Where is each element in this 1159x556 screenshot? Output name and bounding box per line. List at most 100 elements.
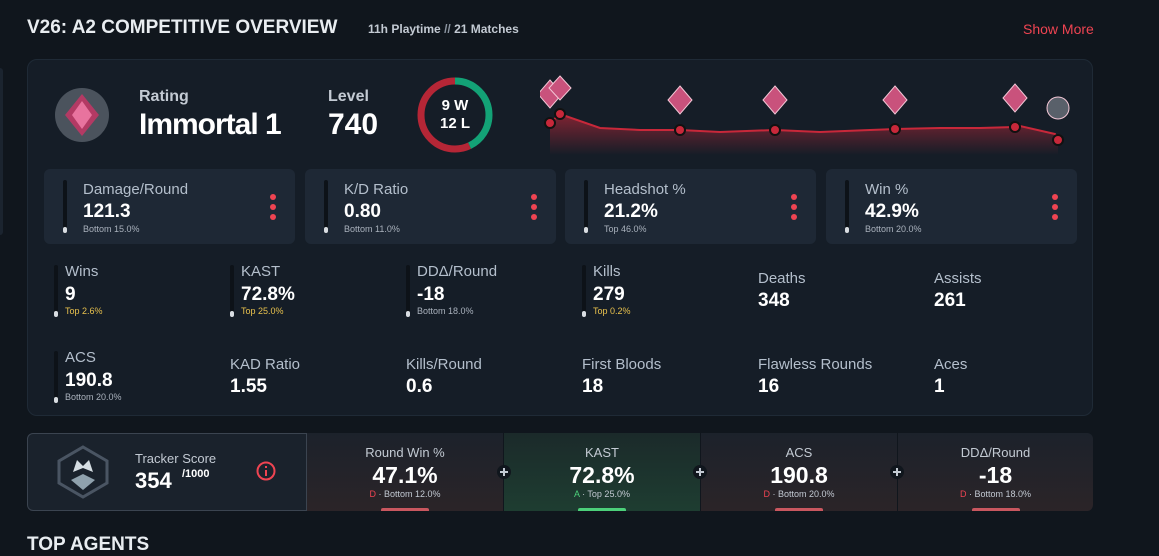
grade-bar [381, 508, 429, 511]
rating-rank: Immortal 1 [139, 108, 282, 141]
stat-value: -18 [417, 284, 445, 305]
summary-name: ACS [785, 445, 813, 460]
stat-name: ACS [65, 349, 96, 366]
info-icon[interactable] [256, 461, 276, 481]
stat-rank: Bottom 20.0% [65, 392, 122, 402]
rank: Bottom 20.0% [778, 489, 835, 499]
separator: · [968, 489, 972, 499]
summary-name: DDΔ/Round [960, 445, 1031, 460]
plus-icon [890, 465, 904, 479]
stat-name: KAD Ratio [230, 356, 301, 373]
stat-value: 42.9% [865, 201, 919, 222]
stat-rank: Bottom 11.0% [344, 224, 400, 234]
summary-name: KAST [585, 445, 619, 460]
summary-rank: D · Bottom 20.0% [701, 489, 897, 499]
grade-bar [972, 508, 1020, 511]
tracker-score: 354 [135, 468, 172, 493]
summary-value: -18 [978, 462, 1013, 488]
stat-value: 121.3 [83, 201, 131, 222]
losses-value: 12 [439, 115, 457, 132]
stat-name: Kills/Round [406, 356, 482, 373]
more-menu[interactable] [270, 194, 276, 220]
stat-rank: Top 25.0% [241, 306, 284, 316]
tracker-max: /1000 [182, 468, 210, 480]
plus-v [896, 468, 898, 476]
footer-title: TOP AGENTS [27, 534, 150, 555]
overview: V26: A2 COMPETITIVE OVERVIEW 11h Playtim… [0, 17, 1094, 555]
grade: D [763, 489, 770, 499]
level-value: 740 [328, 108, 379, 141]
grade-bar [775, 508, 823, 511]
page: V26: A2 COMPETITIVE OVERVIEW 11h Playtim… [0, 17, 1094, 555]
more-menu[interactable] [791, 194, 797, 220]
grade: D [369, 489, 376, 499]
percentile-track [324, 180, 328, 233]
summary-rank: A · Top 25.0% [504, 489, 700, 499]
percentile-fill [63, 227, 67, 233]
grade-bar [578, 508, 626, 511]
stat-rank: Top 2.6% [65, 306, 103, 316]
stat-value: 261 [934, 290, 966, 311]
win-loss-ring [417, 77, 493, 153]
wins: 9 W [415, 97, 495, 114]
percentile-fill [54, 397, 58, 403]
stat-rank: Bottom 20.0% [865, 224, 922, 234]
separator: · [582, 489, 586, 499]
stat-name: First Bloods [582, 356, 662, 373]
stat-value: 9 [65, 284, 76, 305]
menu-dot [270, 194, 276, 200]
stat-name: Deaths [758, 270, 806, 287]
stat-card: Win % 42.9% Bottom 20.0% [826, 169, 1077, 244]
menu-dot [791, 214, 797, 220]
summary-value: 72.8% [569, 462, 635, 488]
percentile-fill [406, 311, 410, 317]
playtime: 11h Playtime // 21 Matches [368, 22, 519, 36]
stat-value: 279 [593, 284, 625, 305]
percentile-fill [54, 311, 58, 317]
playtime-text: 11h Playtime [368, 22, 441, 36]
menu-dot [531, 214, 537, 220]
percentile-fill [582, 311, 586, 317]
stat-value: 1.55 [230, 376, 267, 397]
plus-v [699, 468, 701, 476]
title: V26: A2 COMPETITIVE OVERVIEW [27, 17, 338, 38]
stat-rank: Bottom 15.0% [83, 224, 140, 234]
stat-name: Damage/Round [83, 181, 189, 198]
grade: D [959, 489, 967, 499]
percentile-track [54, 265, 58, 317]
separator: · [378, 489, 382, 499]
percentile-track [584, 180, 588, 233]
tracker-icon [57, 445, 109, 499]
show-more[interactable]: Show More [1023, 21, 1094, 37]
stat-name: DDΔ/Round [417, 263, 498, 280]
separator: // [444, 22, 451, 36]
stat-rank: Bottom 18.0% [417, 306, 474, 316]
percentile-track [406, 265, 410, 317]
stat-name: Aces [934, 356, 968, 373]
matches: 21 Matches [454, 22, 519, 36]
losses: 12 L [415, 115, 495, 132]
menu-dot [270, 204, 276, 210]
rank: Bottom 12.0% [384, 489, 441, 499]
stat-value: 348 [758, 290, 790, 311]
menu-dot [791, 194, 797, 200]
plus-icon [497, 465, 511, 479]
summary-cell: KAST 72.8% A · Top 25.0% [504, 433, 700, 511]
more-menu[interactable] [531, 194, 537, 220]
menu-dot [531, 194, 537, 200]
percentile-track [582, 265, 586, 317]
stat-rank: Top 46.0% [604, 224, 647, 234]
stat-value: 190.8 [65, 370, 113, 391]
stat-value: 21.2% [604, 201, 658, 222]
stat-card: Damage/Round 121.3 Bottom 15.0% [44, 169, 295, 244]
ring-arc [417, 77, 493, 153]
summary-value: 47.1% [372, 462, 438, 488]
wins-value: 9 [441, 97, 450, 114]
percentile-track [63, 180, 67, 233]
rank: Top 25.0% [587, 489, 630, 499]
separator: · [772, 489, 776, 499]
stat-card: K/D Ratio 0.80 Bottom 11.0% [305, 169, 556, 244]
more-menu[interactable] [1052, 194, 1058, 220]
tracker-box [27, 433, 307, 511]
summary-rank: D · Bottom 12.0% [307, 489, 503, 499]
